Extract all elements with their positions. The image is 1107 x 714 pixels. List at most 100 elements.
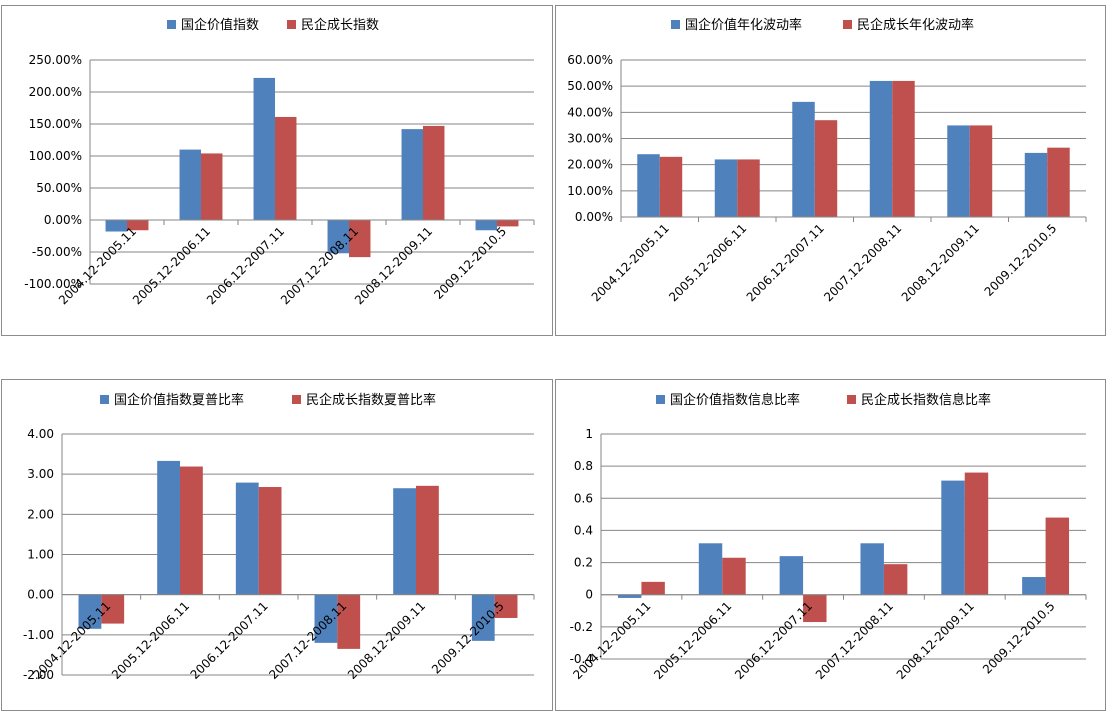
y-tick-label: 0.2 [574,556,593,570]
bar-series2-1 [101,594,125,624]
bar-series1-5 [393,488,416,595]
y-tick-label: 30.00% [567,132,613,146]
legend-swatch-series1 [100,395,109,404]
y-tick-label: 20.00% [567,158,613,172]
bar-series2-6 [1047,147,1070,217]
bar-series1-2 [157,460,180,595]
bar-series2-2 [201,153,223,220]
y-tick-label: 1 [585,427,593,441]
legend-swatch-series2 [287,20,296,29]
y-tick-label: 4.00 [27,427,54,441]
bar-series2-6 [497,220,519,227]
bar-series1-2 [714,159,738,217]
y-tick-label: 0.00 [27,588,54,602]
bar-series1-2 [698,543,723,595]
legend-swatch-series2 [292,395,301,404]
legend-label-series1: 国企价值指数 [181,17,259,33]
legend-swatch-series1 [671,20,680,29]
legend-label-series2: 民企成长指数信息比率 [861,392,991,408]
y-tick-label: 0.00% [44,213,82,227]
bar-series1-1 [105,220,127,232]
y-tick-label: 0.8 [574,459,593,473]
x-category-label: 2007.12-2008.11 [278,224,361,307]
legend-label-series1: 国企价值年化波动率 [685,17,802,33]
bar-series1-3 [235,482,259,595]
bar-series1-3 [253,77,275,220]
bar-series1-3 [779,556,804,595]
bar-series1-1 [617,594,642,598]
bar-series2-6 [494,594,518,618]
legend-swatch-series1 [656,395,665,404]
x-category-label: 2007.12-2008.11 [821,221,904,304]
chart-panel-information-ratio: 1 0.8 0.6 0.4 0.2 0 -0.2 -0.4 2004.12-2005.11 200… [555,379,1106,711]
bar-series1-1 [637,154,660,217]
bar-series1-2 [179,149,201,220]
x-category-label: 2004.12-2005.11 [589,221,672,304]
bar-series2-5 [416,485,439,595]
y-tick-label: 2.00 [27,507,54,521]
bar-series1-5 [401,129,423,220]
x-category-label: 2009.12-2010.5 [431,224,509,302]
chart-svg: 250.00% 200.00% 150.00% 100.00% 50.00% 0.00% -… [24,17,535,307]
x-category-label: 2009.12-2010.5 [982,221,1060,299]
bar-series2-1 [127,220,149,231]
y-tick-label: -50.00% [32,245,82,259]
legend-swatch-series1 [167,20,176,29]
y-tick-label: 50.00% [36,181,82,195]
chart-panel-volatility: 60.00% 50.00% 40.00% 30.00% 20.00% 10.00% 0.00… [555,5,1106,336]
y-tick-label: 150.00% [29,117,82,131]
bar-series2-3 [258,487,282,595]
y-tick-label: 250.00% [29,53,82,67]
y-tick-label: 0.00% [575,210,613,224]
chart-svg: 4.003.002.001.000.00-1.00-2.002004.12-20… [23,392,535,682]
bar-series2-3 [814,120,838,217]
bar-series2-4 [892,80,915,217]
bar-series1-4 [860,543,884,595]
x-category-label: 2004.12-2005.11 [570,599,653,682]
y-tick-label: -100.00% [24,277,82,291]
bar-series2-5 [423,125,445,220]
bar-series2-1 [641,581,665,595]
x-category-label: 2009.12-2010.5 [980,599,1058,677]
y-tick-label: 60.00% [567,53,613,67]
x-category-label: 2005.12-2006.11 [130,224,213,307]
chart-panel-index-return: 250.00% 200.00% 150.00% 100.00% 50.00% 0.00% -… [1,5,553,336]
y-tick-label: -0.4 [570,652,593,666]
legend-label-series2: 民企成长指数 [301,17,379,33]
y-tick-label: 50.00% [567,79,613,93]
y-tick-label: 200.00% [29,85,82,99]
bar-series2-5 [969,125,993,217]
bar-series1-6 [1022,577,1046,595]
y-tick-label: 40.00% [567,105,613,119]
x-category-label: 2006.12-2007.11 [204,224,287,307]
bar-series2-6 [1045,517,1070,595]
bar-series1-4 [314,594,338,643]
legend-swatch-series2 [843,20,852,29]
legend-label-series2: 民企成长年化波动率 [857,17,974,33]
x-category-label: 2005.12-2006.11 [651,599,734,682]
bar-series1-5 [947,125,970,217]
chart-svg: 10.80.60.40.20-0.2-0.42004.12-2005.11200… [570,392,1087,682]
y-tick-label: -2.00 [23,668,54,682]
x-category-label: 2005.12-2006.11 [666,221,749,304]
y-tick-label: -1.00 [23,628,54,642]
x-category-label: 2009.12-2010.5 [429,599,507,677]
legend-swatch-series2 [847,395,856,404]
x-category-label: 2004.12-2005.11 [56,224,139,307]
legend-label-series2: 民企成长指数夏普比率 [306,392,436,408]
chart-svg: 60.00% 50.00% 40.00% 30.00% 20.00% 10.00% 0.00… [567,17,1087,304]
bar-series1-3 [792,101,815,217]
bar-series2-4 [349,220,371,258]
chart-panel-sharpe-ratio: 4.00 3.00 2.00 1.00 0.00 -1.00 -2.00 2004.12-20… [1,379,553,711]
legend-label-series1: 国企价值指数信息比率 [670,392,800,408]
y-tick-label: 100.00% [29,149,82,163]
x-category-label: 2006.12-2007.11 [732,599,815,682]
bar-series2-2 [737,159,760,217]
y-tick-label: 1.00 [27,548,54,562]
y-tick-label: -0.2 [570,620,593,634]
bar-series2-4 [337,594,361,649]
x-category-label: 2008.12-2009.11 [899,221,982,304]
bar-series1-6 [475,220,497,231]
bar-series2-1 [659,156,683,217]
bar-series2-4 [883,564,908,595]
